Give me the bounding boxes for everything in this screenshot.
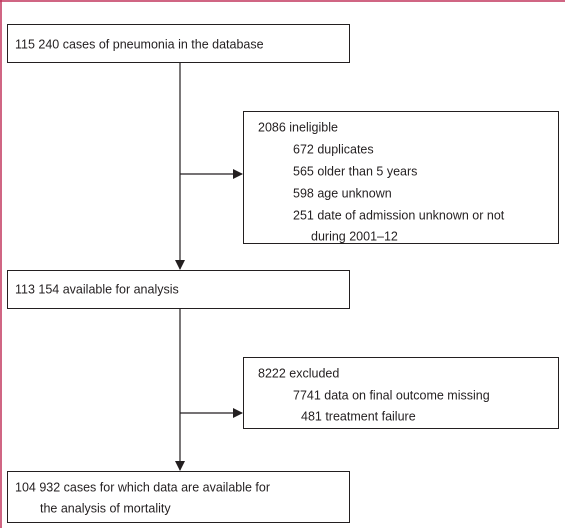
box-text: the analysis of mortality bbox=[40, 501, 171, 515]
box-text: 672 duplicates bbox=[293, 142, 374, 156]
box-text: 104 932 cases for which data are availab… bbox=[15, 480, 270, 494]
box bbox=[243, 111, 559, 244]
box bbox=[7, 270, 350, 309]
box-text: 8222 excluded bbox=[258, 366, 339, 380]
box-text: during 2001–12 bbox=[311, 229, 398, 243]
box bbox=[7, 24, 350, 63]
box-text: 2086 ineligible bbox=[258, 120, 338, 134]
box-text: 113 154 available for analysis bbox=[15, 282, 179, 296]
box-text: 7741 data on final outcome missing bbox=[293, 388, 490, 402]
box-text: 598 age unknown bbox=[293, 186, 392, 200]
box-text: 481 treatment failure bbox=[301, 409, 416, 423]
box-text: 565 older than 5 years bbox=[293, 164, 417, 178]
box-text: 115 240 cases of pneumonia in the databa… bbox=[15, 37, 264, 51]
box bbox=[243, 357, 559, 429]
box bbox=[7, 471, 350, 523]
box-text: 251 date of admission unknown or not bbox=[293, 208, 505, 222]
